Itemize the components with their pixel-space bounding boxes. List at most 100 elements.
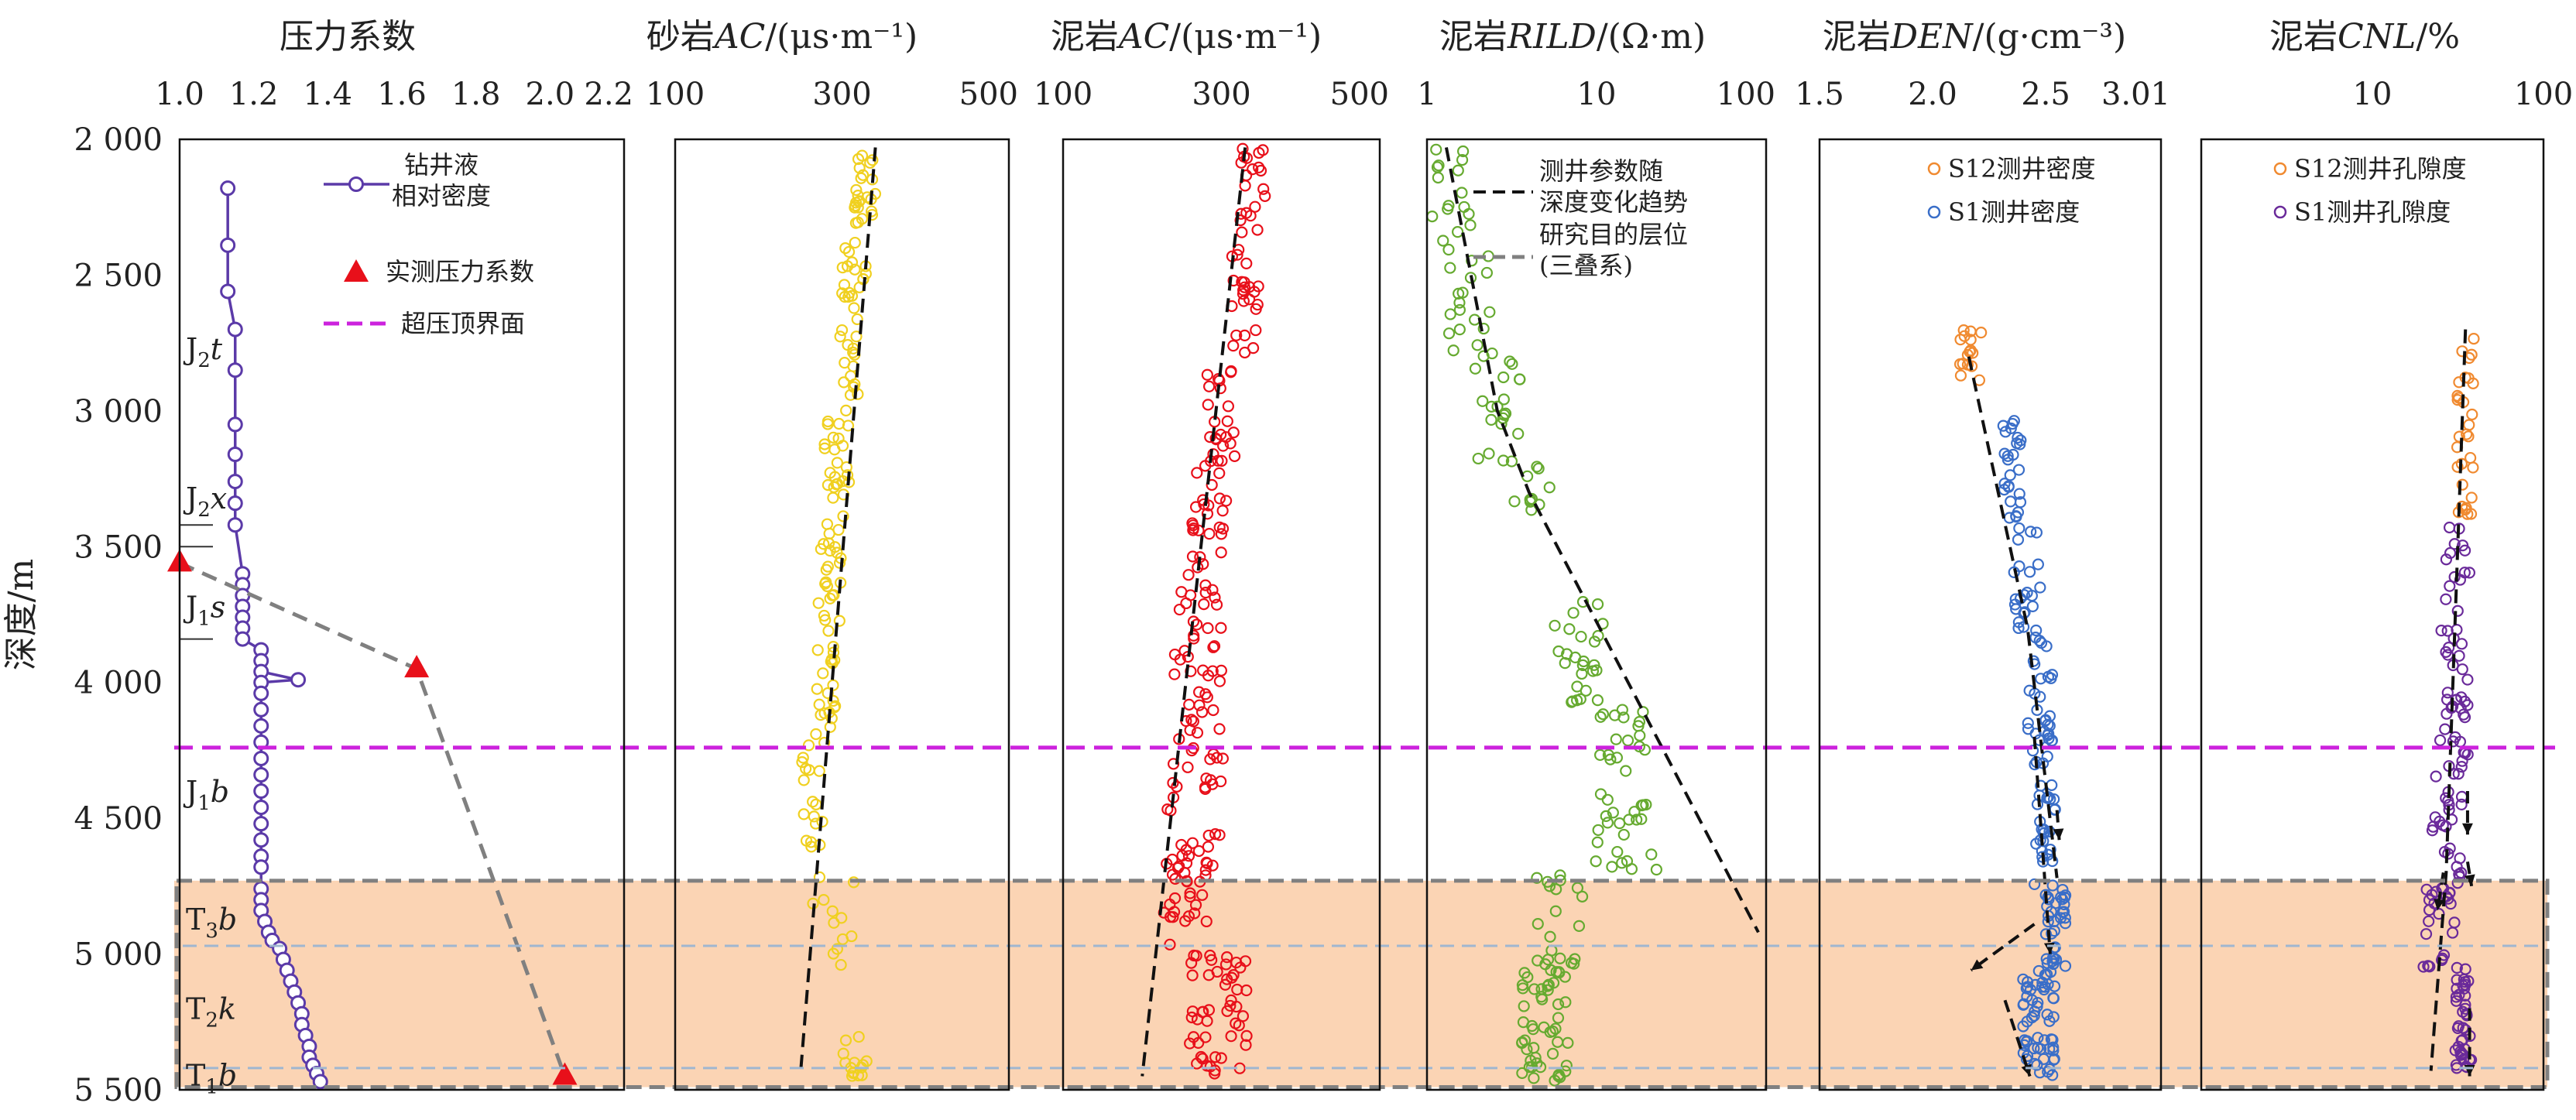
scatter-point bbox=[1224, 999, 1237, 1012]
y-tick-label: 3 000 bbox=[74, 394, 163, 430]
scatter-point bbox=[2038, 983, 2050, 996]
trend-arrow-head bbox=[2464, 874, 2475, 886]
scatter-point bbox=[2426, 824, 2439, 837]
scatter-point bbox=[1207, 704, 1219, 717]
x-tick-label: 300 bbox=[812, 77, 871, 112]
scatter-point bbox=[1213, 492, 1226, 505]
scatter-point bbox=[797, 752, 809, 764]
scatter-point bbox=[1601, 817, 1614, 829]
scatter-point bbox=[1231, 248, 1243, 261]
scatter-point bbox=[2047, 992, 2060, 1004]
mud-density-point bbox=[227, 321, 243, 337]
scatter-point bbox=[2005, 422, 2017, 435]
scatter-point bbox=[1528, 983, 1541, 995]
scatter-point bbox=[831, 943, 843, 955]
scatter-point bbox=[856, 149, 869, 162]
scatter-point bbox=[2461, 699, 2474, 711]
scatter-point bbox=[833, 417, 846, 430]
scatter-point bbox=[2048, 980, 2061, 992]
scatter-point bbox=[1975, 327, 1988, 339]
scatter-point bbox=[2042, 670, 2055, 683]
scatter-point bbox=[1516, 1067, 1528, 1079]
scatter-point bbox=[2433, 908, 2445, 920]
scatter-point bbox=[1203, 528, 1216, 540]
scatter-point bbox=[2465, 491, 2478, 504]
scatter-point bbox=[1247, 163, 1259, 176]
x-tick-label: 1.8 bbox=[451, 77, 501, 112]
scatter-point bbox=[1240, 152, 1254, 164]
scatter-point bbox=[2029, 658, 2041, 670]
scatter-point bbox=[1201, 368, 1213, 381]
scatter-point bbox=[2451, 961, 2463, 974]
scatter-point bbox=[1244, 210, 1257, 222]
scatter-point bbox=[2441, 625, 2454, 637]
scatter-point bbox=[2443, 641, 2455, 654]
scatter-point bbox=[1226, 971, 1238, 984]
scatter-point bbox=[2461, 673, 2474, 686]
scatter-point bbox=[834, 331, 846, 343]
scatter-point bbox=[1213, 829, 1226, 841]
scatter-point bbox=[1499, 407, 1512, 420]
scatter-point bbox=[1196, 889, 1209, 901]
scatter-point bbox=[1250, 303, 1262, 315]
scatter-point bbox=[1601, 793, 1614, 806]
scatter-point bbox=[1594, 748, 1607, 762]
scatter-point bbox=[2059, 917, 2072, 930]
scatter-point bbox=[2032, 558, 2044, 570]
scatter-point bbox=[808, 810, 820, 823]
scatter-point bbox=[1201, 1015, 1213, 1027]
trend-line bbox=[2429, 329, 2468, 1071]
scatter-point bbox=[1189, 907, 1201, 920]
scatter-point bbox=[852, 201, 864, 214]
scatter-point bbox=[1199, 579, 1212, 591]
scatter-point bbox=[1571, 694, 1583, 707]
scatter-point bbox=[2046, 735, 2059, 747]
scatter-point bbox=[1213, 675, 1226, 687]
scatter-point bbox=[1227, 426, 1240, 439]
scatter-point bbox=[1230, 329, 1243, 341]
scatter-point bbox=[1571, 882, 1584, 894]
legend-marker-series bbox=[1927, 205, 1941, 219]
scatter-point bbox=[847, 1067, 859, 1080]
scatter-point bbox=[1215, 528, 1228, 540]
scatter-point bbox=[797, 774, 810, 786]
scatter-point bbox=[837, 510, 849, 522]
mud-density-point bbox=[253, 685, 269, 701]
scatter-point bbox=[1182, 569, 1195, 581]
scatter-point bbox=[1437, 235, 1449, 247]
scatter-point bbox=[2455, 638, 2468, 650]
scatter-point bbox=[828, 444, 841, 456]
scatter-point bbox=[1620, 765, 1632, 777]
scatter-point bbox=[813, 698, 825, 711]
scatter-point bbox=[811, 683, 823, 695]
scatter-point bbox=[2039, 714, 2052, 727]
legend-label: S12测井密度 bbox=[1948, 154, 2096, 183]
scatter-point bbox=[2036, 981, 2049, 993]
scatter-point bbox=[822, 625, 835, 637]
x-tick-label: 100 bbox=[646, 77, 705, 112]
scatter-point bbox=[1228, 450, 1241, 462]
scatter-point bbox=[2456, 663, 2468, 676]
scatter-point bbox=[1591, 598, 1604, 611]
mud-density-point bbox=[290, 672, 307, 688]
scatter-point bbox=[2013, 488, 2025, 500]
scatter-point bbox=[1552, 645, 1565, 658]
scatter-point bbox=[1645, 848, 1658, 861]
trend-arrow-shaft bbox=[2003, 999, 2032, 1077]
target-interval-shading bbox=[174, 880, 2547, 1087]
scatter-point bbox=[836, 262, 849, 274]
scatter-point bbox=[1236, 226, 1248, 238]
scatter-point bbox=[2434, 734, 2447, 747]
scatter-point bbox=[833, 615, 846, 627]
scatter-point bbox=[1514, 373, 1526, 385]
scatter-point bbox=[1238, 329, 1251, 342]
scatter-point bbox=[1512, 427, 1525, 440]
scatter-point bbox=[1477, 322, 1490, 335]
panel-title: 砂岩AC/(μs·m⁻¹) bbox=[647, 17, 918, 57]
scatter-point bbox=[2462, 430, 2475, 443]
scatter-point bbox=[1234, 961, 1247, 974]
x-tick-label: 2.5 bbox=[2021, 77, 2070, 112]
scatter-point bbox=[2008, 598, 2022, 611]
scatter-point bbox=[1189, 501, 1202, 513]
x-tick-label: 100 bbox=[1034, 77, 1092, 112]
